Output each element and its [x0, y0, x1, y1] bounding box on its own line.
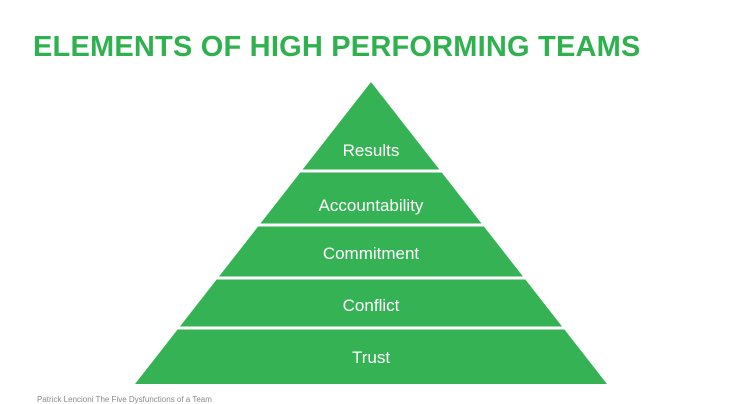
pyramid-level-trust	[135, 329, 607, 384]
pyramid-level-label-results: Results	[343, 141, 400, 160]
pyramid-level-conflict	[179, 279, 563, 327]
pyramid-level-label-trust: Trust	[352, 348, 390, 367]
pyramid-level-label-commitment: Commitment	[323, 244, 420, 263]
pyramid-level-label-accountability: Accountability	[319, 196, 424, 215]
pyramid-level-results	[302, 82, 440, 170]
pyramid-level-accountability	[260, 172, 482, 224]
pyramid-level-commitment	[219, 226, 523, 277]
source-attribution: Patrick Lencioni The Five Dysfunctions o…	[37, 395, 212, 404]
pyramid-level-label-conflict: Conflict	[343, 296, 400, 315]
slide-title: ELEMENTS OF HIGH PERFORMING TEAMS	[33, 31, 641, 63]
